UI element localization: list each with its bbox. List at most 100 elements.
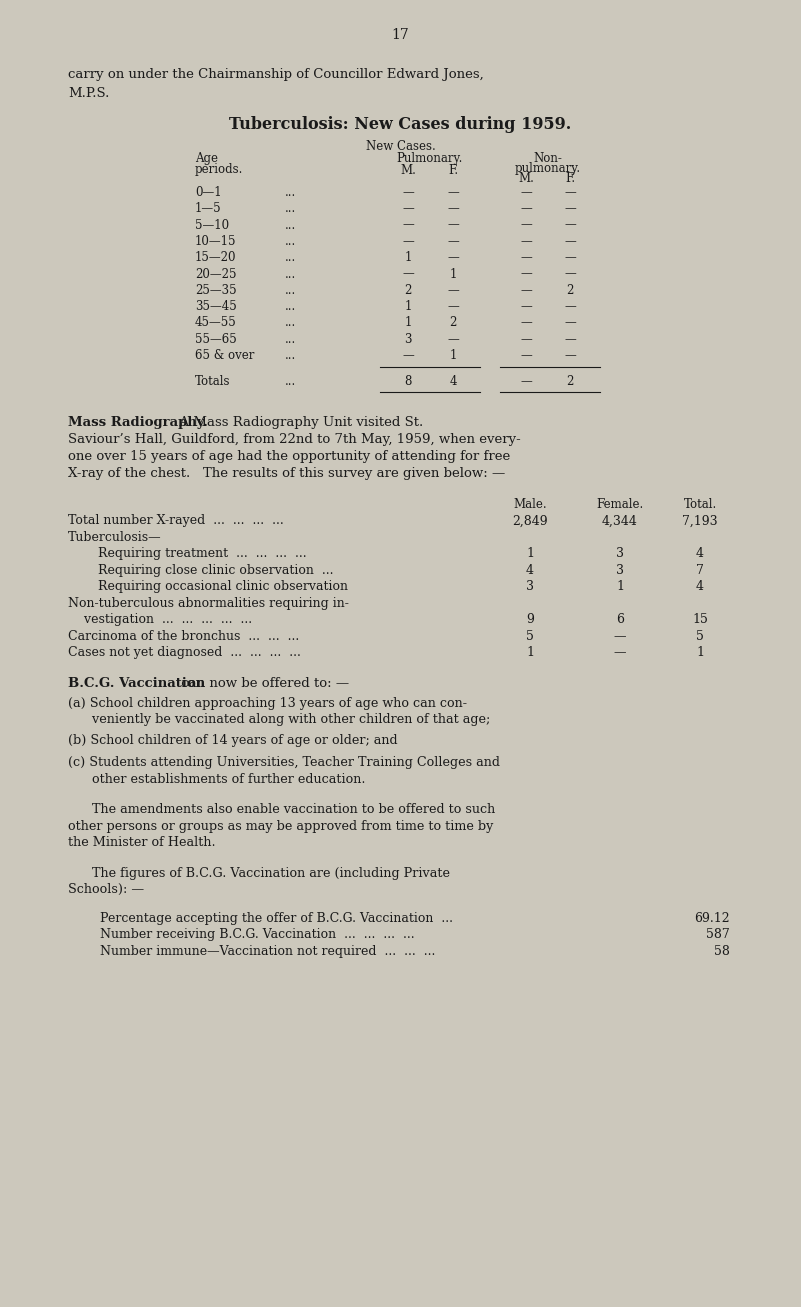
Text: 8: 8	[405, 375, 412, 388]
Text: 17: 17	[392, 27, 409, 42]
Text: F.: F.	[448, 163, 458, 176]
Text: 1—5: 1—5	[195, 203, 222, 216]
Text: Total number X-rayed  ...  ...  ...  ...: Total number X-rayed ... ... ... ...	[68, 514, 284, 527]
Text: M.: M.	[518, 173, 534, 186]
Text: 1: 1	[405, 301, 412, 314]
Text: other persons or groups as may be approved from time to time by: other persons or groups as may be approv…	[68, 819, 493, 833]
Text: —: —	[564, 235, 576, 248]
Text: 35—45: 35—45	[195, 301, 237, 314]
Text: —: —	[520, 375, 532, 388]
Text: 15—20: 15—20	[195, 251, 236, 264]
Text: —: —	[520, 333, 532, 345]
Text: ...: ...	[285, 284, 296, 297]
Text: —: —	[614, 646, 626, 659]
Text: —: —	[564, 218, 576, 231]
Text: —: —	[402, 218, 414, 231]
Text: —: —	[402, 268, 414, 281]
Text: —: —	[614, 630, 626, 643]
Text: the Minister of Health.: the Minister of Health.	[68, 836, 215, 850]
Text: 1: 1	[449, 349, 457, 362]
Text: 15: 15	[692, 613, 708, 626]
Text: 20—25: 20—25	[195, 268, 236, 281]
Text: —: —	[520, 235, 532, 248]
Text: —: —	[402, 203, 414, 216]
Text: —: —	[520, 301, 532, 314]
Text: Totals: Totals	[195, 375, 231, 388]
Text: The figures of B.C.G. Vaccination are (including Private: The figures of B.C.G. Vaccination are (i…	[68, 867, 450, 880]
Text: one over 15 years of age had the opportunity of attending for free: one over 15 years of age had the opportu…	[68, 451, 510, 463]
Text: 55—65: 55—65	[195, 333, 237, 345]
Text: Number immune—Vaccination not required  ...  ...  ...: Number immune—Vaccination not required .…	[100, 945, 436, 958]
Text: —: —	[402, 235, 414, 248]
Text: vestigation  ...  ...  ...  ...  ...: vestigation ... ... ... ... ...	[68, 613, 252, 626]
Text: Requiring treatment  ...  ...  ...  ...: Requiring treatment ... ... ... ...	[98, 548, 307, 561]
Text: F.: F.	[565, 173, 575, 186]
Text: ...: ...	[285, 333, 296, 345]
Text: 4: 4	[696, 580, 704, 593]
Text: Requiring close clinic observation  ...: Requiring close clinic observation ...	[98, 563, 333, 576]
Text: —: —	[520, 203, 532, 216]
Text: —: —	[564, 333, 576, 345]
Text: 1: 1	[526, 646, 534, 659]
Text: —: —	[520, 218, 532, 231]
Text: 2: 2	[566, 375, 574, 388]
Text: 58: 58	[714, 945, 730, 958]
Text: Percentage accepting the offer of B.C.G. Vaccination  ...: Percentage accepting the offer of B.C.G.…	[100, 912, 453, 925]
Text: —: —	[520, 316, 532, 329]
Text: A Mass Radiography Unit visited St.: A Mass Radiography Unit visited St.	[171, 417, 423, 429]
Text: can now be offered to: —: can now be offered to: —	[177, 677, 349, 690]
Text: 7,193: 7,193	[682, 514, 718, 527]
Text: —: —	[564, 268, 576, 281]
Text: Non-: Non-	[533, 152, 562, 165]
Text: —: —	[564, 186, 576, 199]
Text: —: —	[402, 349, 414, 362]
Text: —: —	[520, 284, 532, 297]
Text: 1: 1	[405, 251, 412, 264]
Text: 4,344: 4,344	[602, 514, 638, 527]
Text: 65 & over: 65 & over	[195, 349, 255, 362]
Text: ...: ...	[285, 235, 296, 248]
Text: 1: 1	[616, 580, 624, 593]
Text: 6: 6	[616, 613, 624, 626]
Text: —: —	[402, 186, 414, 199]
Text: pulmonary.: pulmonary.	[515, 162, 581, 175]
Text: veniently be vaccinated along with other children of that age;: veniently be vaccinated along with other…	[68, 714, 490, 727]
Text: —: —	[564, 301, 576, 314]
Text: (b) School children of 14 years of age or older; and: (b) School children of 14 years of age o…	[68, 733, 397, 746]
Text: 1: 1	[449, 268, 457, 281]
Text: Female.: Female.	[597, 498, 644, 511]
Text: 587: 587	[706, 928, 730, 941]
Text: —: —	[447, 333, 459, 345]
Text: Non-tuberculous abnormalities requiring in-: Non-tuberculous abnormalities requiring …	[68, 597, 349, 610]
Text: —: —	[447, 235, 459, 248]
Text: ...: ...	[285, 218, 296, 231]
Text: ...: ...	[285, 203, 296, 216]
Text: ...: ...	[285, 251, 296, 264]
Text: 25—35: 25—35	[195, 284, 236, 297]
Text: (c) Students attending Universities, Teacher Training Colleges and: (c) Students attending Universities, Tea…	[68, 757, 500, 770]
Text: 10—15: 10—15	[195, 235, 236, 248]
Text: 4: 4	[449, 375, 457, 388]
Text: 0—1: 0—1	[195, 186, 222, 199]
Text: 3: 3	[616, 548, 624, 561]
Text: —: —	[520, 186, 532, 199]
Text: Requiring occasional clinic observation: Requiring occasional clinic observation	[98, 580, 348, 593]
Text: —: —	[447, 301, 459, 314]
Text: 4: 4	[696, 548, 704, 561]
Text: ...: ...	[285, 301, 296, 314]
Text: —: —	[564, 349, 576, 362]
Text: Schools): —: Schools): —	[68, 884, 144, 897]
Text: ...: ...	[285, 316, 296, 329]
Text: 3: 3	[616, 563, 624, 576]
Text: Age: Age	[195, 152, 218, 165]
Text: Cases not yet diagnosed  ...  ...  ...  ...: Cases not yet diagnosed ... ... ... ...	[68, 646, 301, 659]
Text: Number receiving B.C.G. Vaccination  ...  ...  ...  ...: Number receiving B.C.G. Vaccination ... …	[100, 928, 415, 941]
Text: Total.: Total.	[683, 498, 717, 511]
Text: Mass Radiography.: Mass Radiography.	[68, 417, 208, 429]
Text: 2: 2	[405, 284, 412, 297]
Text: —: —	[447, 186, 459, 199]
Text: 45—55: 45—55	[195, 316, 237, 329]
Text: ...: ...	[285, 186, 296, 199]
Text: M.P.S.: M.P.S.	[68, 88, 110, 101]
Text: 5: 5	[526, 630, 534, 643]
